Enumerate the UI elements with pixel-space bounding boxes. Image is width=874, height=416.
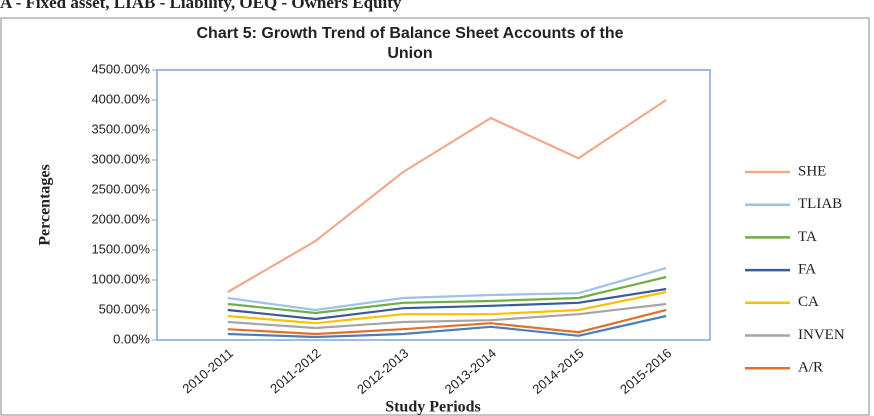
y-axis-label: Percentages: [37, 164, 54, 245]
y-tick-label: 0.00%: [113, 331, 150, 346]
y-tick-label: 3500.00%: [91, 121, 150, 136]
legend-label: CA: [798, 294, 819, 310]
series-line: [227, 266, 667, 312]
y-tick-label: 1500.00%: [91, 241, 150, 256]
x-tick-label: 2010-2011: [179, 345, 236, 396]
x-tick-label: 2015-2016: [617, 345, 674, 396]
legend-label: SHE: [798, 163, 826, 179]
header-note: A - Fixed asset, LIAB - Liability, OEQ -…: [0, 0, 402, 12]
x-tick-label: 2014-2015: [529, 345, 586, 396]
legend-label: INVEN: [798, 327, 845, 343]
x-tick-label: 2012-2013: [354, 345, 411, 396]
y-tick-label: 1000.00%: [91, 271, 150, 286]
chart-title: Union: [387, 45, 432, 62]
x-tick-label: 2011-2012: [267, 345, 324, 396]
series-line: [227, 308, 667, 336]
plot-frame: [156, 69, 711, 341]
y-tick-label: 3000.00%: [91, 151, 150, 166]
series-line: [227, 287, 667, 321]
legend-label: TLIAB: [798, 196, 842, 212]
series-line: [227, 275, 667, 315]
y-tick-label: 4500.00%: [91, 61, 150, 76]
y-tick-label: 2000.00%: [91, 211, 150, 226]
series-line: [227, 290, 667, 325]
chart-title: Chart 5: Growth Trend of Balance Sheet A…: [196, 25, 623, 42]
x-tick-label: 2013-2014: [442, 345, 499, 396]
series-line: [227, 314, 667, 339]
legend-label: TA: [798, 229, 817, 245]
y-tick-label: 4000.00%: [91, 91, 150, 106]
y-tick-label: 2500.00%: [91, 181, 150, 196]
y-tick-label: 500.00%: [99, 301, 151, 316]
legend-label: A/R: [798, 360, 823, 376]
series-line: [227, 302, 667, 330]
series-line: [227, 99, 667, 293]
legend-label: FA: [798, 262, 816, 278]
chart-frame: [0, 17, 870, 416]
x-axis-label: Study Periods: [385, 399, 481, 416]
